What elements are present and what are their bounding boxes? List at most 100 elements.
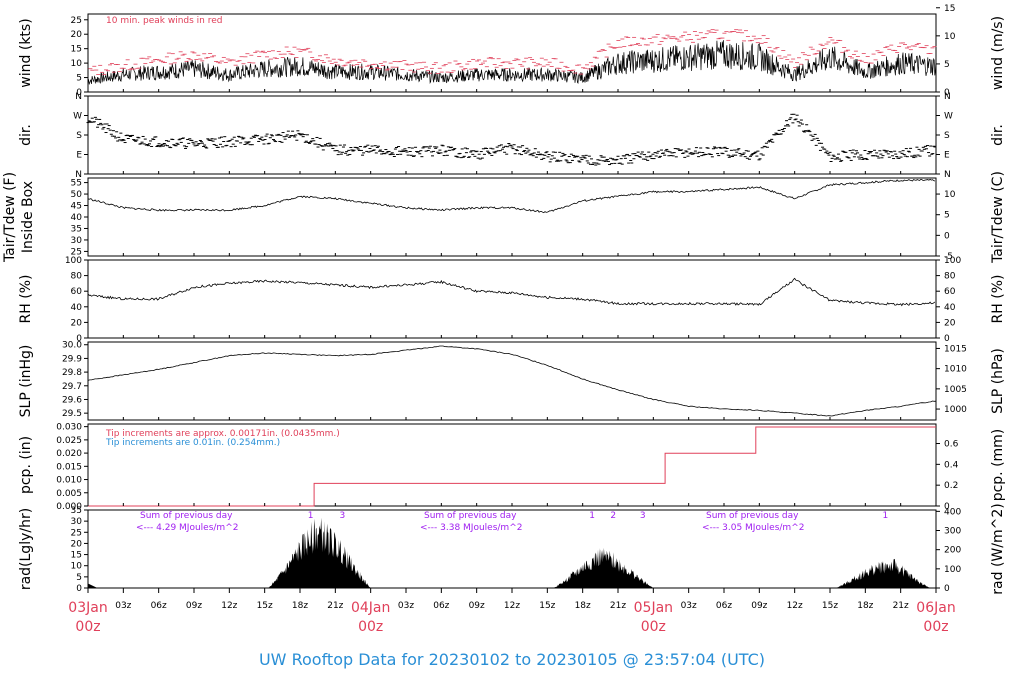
rh-right-tick-label: 60 bbox=[944, 287, 956, 297]
rh-right-tick-label: 0 bbox=[944, 334, 950, 344]
temp-left-tick-label: 25 bbox=[71, 247, 82, 257]
dir-right-axis-label: dir. bbox=[990, 124, 1006, 146]
x-day-hour-label: 00z bbox=[641, 619, 666, 635]
rad-day-note: Sum of previous day bbox=[424, 511, 517, 521]
dir-left-tick-label: S bbox=[76, 131, 82, 141]
wind-ms-right-tick-label: 0 bbox=[944, 88, 950, 98]
x-tick-label: 03z bbox=[115, 601, 131, 611]
x-day-label: 03Jan bbox=[68, 600, 107, 616]
x-tick-label: 15z bbox=[822, 601, 838, 611]
pcp-left-tick-label: 0.000 bbox=[56, 502, 82, 512]
dir-left-tick-label: W bbox=[73, 112, 82, 122]
x-tick-label: 09z bbox=[751, 601, 767, 611]
pcp-left-tick-label: 0.030 bbox=[56, 423, 82, 433]
wind-ms-right-tick-label: 5 bbox=[944, 60, 950, 70]
peak-wind-series bbox=[88, 29, 937, 75]
rad-right-axis-label: rad (W/m^2) bbox=[990, 503, 1006, 594]
x-tick-label: 21z bbox=[610, 601, 626, 611]
rad-wm2-right-tick-label: 400 bbox=[944, 507, 961, 517]
rh-left-axis-label: RH (%) bbox=[18, 275, 34, 324]
x-day-hour-label: 00z bbox=[923, 619, 948, 635]
rad-area bbox=[88, 583, 98, 588]
rad-mark: 2 bbox=[610, 511, 616, 521]
slp-left-tick-label: 29.7 bbox=[62, 382, 82, 392]
dir-left-tick-label: E bbox=[76, 151, 82, 161]
wind-right-axis-label: wind (m/s) bbox=[990, 16, 1006, 90]
dir-right-tick-label: W bbox=[944, 112, 953, 122]
slp-left-tick-label: 29.9 bbox=[62, 354, 82, 364]
pcp-mm-right-tick-label: 0 bbox=[944, 502, 950, 512]
pcp-mm-right-tick-label: 0.2 bbox=[944, 481, 958, 491]
dir-series bbox=[86, 113, 937, 166]
rad-day-note: <--- 3.05 MJoules/m^2 bbox=[702, 523, 804, 533]
x-tick-label: 12z bbox=[504, 601, 520, 611]
slp-left-axis-label: SLP (inHg) bbox=[18, 345, 34, 418]
temp-c-right-tick-label: 0 bbox=[944, 231, 950, 241]
rad-left-tick-label: 10 bbox=[71, 562, 83, 572]
wind-left-tick-label: 5 bbox=[76, 74, 82, 84]
slp-left-tick-label: 30.0 bbox=[62, 341, 82, 351]
x-tick-label: 18z bbox=[292, 601, 308, 611]
rad-wm2-right-tick-label: 100 bbox=[944, 565, 961, 575]
temp-panel-frame bbox=[87, 177, 937, 257]
rad-wm2-right-tick-label: 200 bbox=[944, 546, 961, 556]
rad-left-tick-label: 5 bbox=[76, 573, 82, 583]
pcp-left-tick-label: 0.015 bbox=[56, 462, 82, 472]
x-tick-label: 03z bbox=[681, 601, 697, 611]
rad-left-tick-label: 15 bbox=[71, 551, 82, 561]
x-day-hour-label: 00z bbox=[75, 619, 100, 635]
rh-right-tick-label: 40 bbox=[944, 303, 956, 313]
rad-left-tick-label: 25 bbox=[71, 528, 82, 538]
x-day-hour-label: 00z bbox=[358, 619, 383, 635]
temp-left-tick-label: 45 bbox=[71, 202, 82, 212]
pcp-left-tick-label: 0.025 bbox=[56, 436, 82, 446]
dir-left-tick-label: N bbox=[75, 92, 82, 102]
rad-left-axis-label: rad(Lgly/hr) bbox=[18, 508, 34, 590]
wind-note: 10 min. peak winds in red bbox=[106, 16, 223, 26]
wind-left-tick-label: 0 bbox=[76, 88, 82, 98]
rad-area bbox=[553, 547, 654, 588]
temp-left-tick-label: 40 bbox=[71, 213, 83, 223]
rh-left-tick-label: 60 bbox=[71, 287, 83, 297]
wind-left-tick-label: 20 bbox=[71, 30, 83, 40]
dir-right-tick-label: S bbox=[944, 131, 950, 141]
slp-hpa-right-tick-label: 1015 bbox=[944, 344, 967, 354]
dir-right-tick-label: N bbox=[944, 92, 951, 102]
rh-right-tick-label: 20 bbox=[944, 318, 956, 328]
rh-left-tick-label: 100 bbox=[65, 256, 82, 266]
x-axis: 03Jan 00z 03z 06z 09z 12z 15z 18z 21z 04Jan 00z 03z… bbox=[68, 89, 956, 635]
x-tick-label: 21z bbox=[893, 601, 909, 611]
wind-ms-right-tick-label: 10 bbox=[944, 32, 956, 42]
x-day-label: 05Jan bbox=[634, 600, 673, 616]
temp-c-right-tick-label: 10 bbox=[944, 190, 956, 200]
pcp-series bbox=[88, 426, 936, 507]
rad-mark: 1 bbox=[308, 511, 314, 521]
rad-left-tick-label: 0 bbox=[76, 584, 82, 594]
wind-left-tick-label: 10 bbox=[71, 59, 83, 69]
temp-c-right-tick-label: 5 bbox=[944, 211, 950, 221]
rh-right-tick-label: 100 bbox=[944, 256, 961, 266]
temp-left-axis-sublabel: Inside Box bbox=[20, 181, 36, 253]
rad-mark: 3 bbox=[340, 511, 346, 521]
x-day-label: 06Jan bbox=[916, 600, 955, 616]
wind-left-tick-label: 15 bbox=[71, 45, 82, 55]
rad-left-tick-label: 30 bbox=[71, 517, 83, 527]
figure-title: UW Rooftop Data for 20230102 to 20230105… bbox=[259, 650, 765, 669]
rad-day-note: Sum of previous day bbox=[140, 511, 233, 521]
rad-left-tick-label: 35 bbox=[71, 506, 82, 516]
x-day-label: 04Jan bbox=[351, 600, 390, 616]
slp-hpa-right-tick-label: 1000 bbox=[944, 405, 967, 415]
rad-wm2-right-tick-label: 0 bbox=[944, 584, 950, 594]
rh-right-axis-label: RH (%) bbox=[990, 275, 1006, 324]
slp-series bbox=[87, 345, 937, 417]
x-tick-label: 03z bbox=[398, 601, 414, 611]
x-tick-label: 15z bbox=[539, 601, 555, 611]
pcp-mm-right-tick-label: 0.4 bbox=[944, 460, 959, 470]
rad-wm2-right-tick-label: 300 bbox=[944, 527, 961, 537]
x-tick-label: 12z bbox=[221, 601, 237, 611]
pcp-right-axis-label: pcp. (mm) bbox=[990, 429, 1006, 502]
slp-left-tick-label: 29.5 bbox=[62, 409, 82, 419]
rad-day-note: Sum of previous day bbox=[706, 511, 799, 521]
